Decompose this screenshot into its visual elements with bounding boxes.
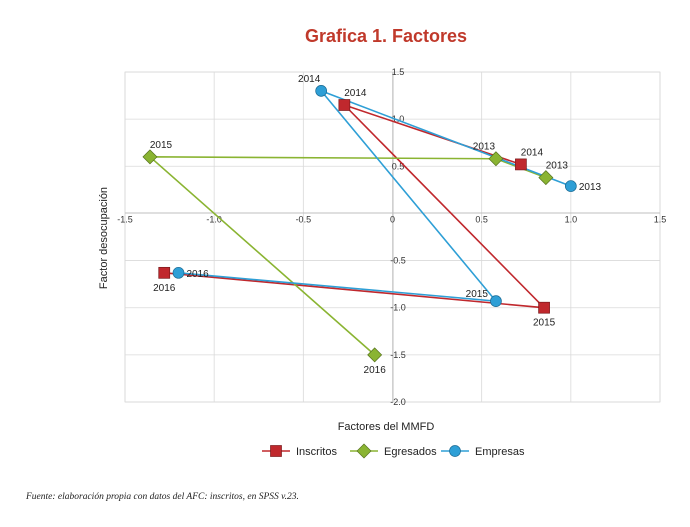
marker-egresados-2015 bbox=[142, 149, 158, 165]
series-line-inscritos bbox=[164, 104, 547, 309]
x-tick-label: 1.0 bbox=[565, 214, 578, 224]
marker-empresas-2014 bbox=[315, 85, 328, 97]
y-tick-label: 1.0 bbox=[392, 114, 405, 124]
legend-marker-empresas bbox=[449, 445, 461, 457]
marker-inscritos-2016 bbox=[158, 266, 171, 279]
point-label-inscritos-2014: 2014 bbox=[344, 88, 367, 99]
x-axis-label: Factores del MMFD bbox=[338, 421, 435, 433]
source-note: Fuente: elaboración propia con datos del… bbox=[25, 492, 299, 502]
point-label-inscritos-2015: 2015 bbox=[533, 318, 556, 329]
x-tick-label: -0.5 bbox=[296, 214, 312, 224]
point-label-egresados-2013: 2013 bbox=[546, 161, 569, 172]
legend-marker-egresados bbox=[356, 443, 372, 459]
legend-label-egresados: Egresados bbox=[384, 446, 437, 458]
point-label-inscritos-2014: 2014 bbox=[521, 147, 544, 158]
marker-egresados-2014 bbox=[488, 151, 504, 167]
point-label-egresados-2013: 2013 bbox=[473, 142, 496, 153]
point-label-empresas-2015: 2015 bbox=[466, 289, 489, 300]
y-tick-label: -0.5 bbox=[390, 256, 406, 266]
marker-inscritos-2013 bbox=[515, 158, 527, 171]
x-tick-label: -1.5 bbox=[117, 214, 133, 224]
y-tick-label: -1.0 bbox=[390, 303, 406, 313]
point-labels: 2014201420132014201320132015201620162015… bbox=[150, 74, 602, 376]
point-label-empresas-2016: 2016 bbox=[187, 269, 210, 280]
x-tick-label: 0 bbox=[390, 214, 395, 224]
point-label-empresas-2014: 2014 bbox=[298, 74, 321, 85]
y-axis-label: Factor desocupación bbox=[98, 187, 110, 289]
marker-egresados-2016 bbox=[367, 347, 383, 363]
series-line-egresados bbox=[147, 156, 547, 356]
legend: Inscritos Egresados Empresas bbox=[262, 443, 525, 459]
y-tick-label: 0.5 bbox=[392, 161, 405, 171]
marker-empresas-2013 bbox=[564, 180, 577, 192]
point-label-inscritos-2016: 2016 bbox=[153, 283, 176, 294]
y-tick-label: 1.5 bbox=[392, 67, 405, 77]
y-tick-label: -2.0 bbox=[390, 397, 406, 407]
series-line-empresas bbox=[178, 89, 572, 303]
marker-inscritos-2015 bbox=[538, 301, 550, 314]
legend-label-inscritos: Inscritos bbox=[296, 446, 337, 458]
legend-marker-inscritos bbox=[270, 445, 282, 457]
chart-title: Grafica 1. Factores bbox=[305, 26, 467, 46]
point-label-egresados-2015: 2015 bbox=[150, 140, 173, 151]
marker-empresas-2016 bbox=[172, 266, 185, 279]
marker-egresados-2013 bbox=[538, 170, 554, 186]
x-tick-label: 0.5 bbox=[475, 214, 488, 224]
tick-labels: -1.5 -1.0 -0.5 0 0.5 1.0 1.5 1.5 1.0 0.5 -0.5 -1.0 -… bbox=[117, 67, 666, 407]
point-label-egresados-2016: 2016 bbox=[364, 365, 387, 376]
y-tick-label: -1.5 bbox=[390, 350, 406, 360]
x-tick-label: -1.0 bbox=[206, 214, 222, 224]
point-label-empresas-2013: 2013 bbox=[579, 182, 602, 193]
series-markers bbox=[142, 85, 577, 363]
marker-inscritos-2014 bbox=[338, 99, 351, 111]
legend-label-empresas: Empresas bbox=[475, 446, 525, 458]
x-tick-label: 1.5 bbox=[654, 214, 667, 224]
marker-empresas-2015 bbox=[490, 295, 502, 307]
